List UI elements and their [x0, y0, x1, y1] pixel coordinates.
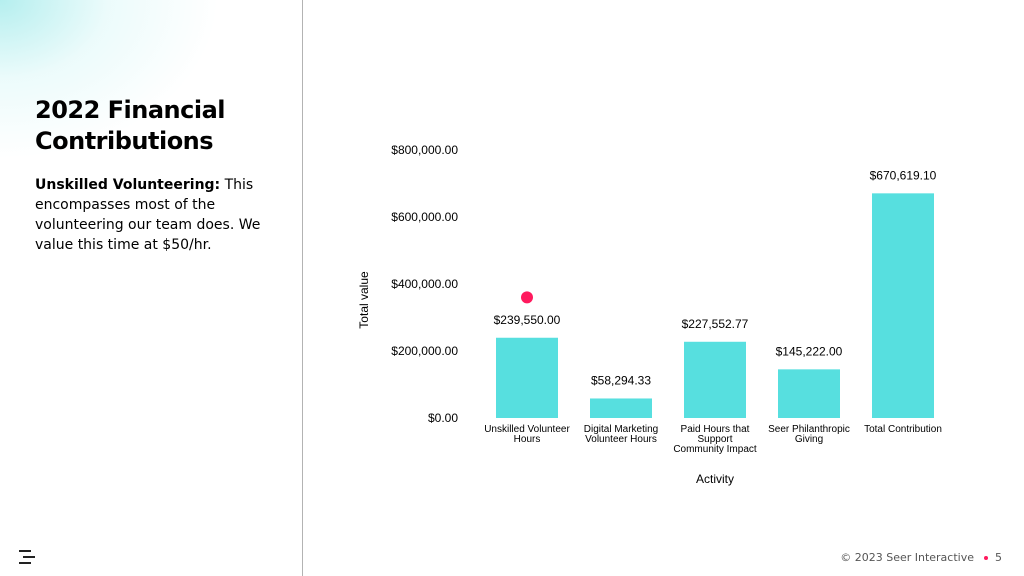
x-tick-label-line: Hours	[514, 434, 541, 445]
x-tick-label-line: Giving	[795, 434, 823, 445]
x-tick-label: Paid Hours that Support Community Impact	[673, 424, 757, 455]
y-tick-label: $0.00	[428, 411, 458, 425]
y-tick-label: $800,000.00	[391, 143, 458, 157]
footer-separator-dot	[984, 556, 988, 560]
bar	[496, 338, 558, 418]
x-tick-label: Unskilled Volunteer Hours	[484, 424, 570, 445]
data-label: $670,619.10	[870, 168, 937, 182]
x-tick-label: Digital Marketing Volunteer Hours	[584, 424, 658, 445]
bar	[872, 193, 934, 418]
x-tick-label-line: Total Contribution	[864, 424, 942, 435]
y-tick-label: $400,000.00	[391, 277, 458, 291]
y-tick-label: $200,000.00	[391, 344, 458, 358]
page-number: 5	[995, 551, 1002, 564]
data-label: $58,294.33	[591, 373, 651, 387]
x-tick-label-line: Volunteer Hours	[585, 434, 657, 445]
seer-logo-icon	[19, 550, 37, 564]
data-label: $227,552.77	[682, 317, 749, 331]
y-axis-title: Total value	[357, 271, 371, 329]
x-axis-title: Activity	[696, 472, 734, 486]
y-tick-label: $600,000.00	[391, 210, 458, 224]
marker-dot	[521, 291, 533, 303]
x-tick-label: Total Contribution	[864, 424, 942, 435]
bar	[684, 342, 746, 418]
bar	[590, 398, 652, 418]
x-tick-label: Seer Philanthropic Giving	[768, 424, 850, 445]
x-tick-label-line: Community Impact	[673, 444, 757, 455]
footer-copyright: © 2023 Seer Interactive	[840, 551, 974, 564]
data-label: $239,550.00	[494, 313, 561, 327]
bar	[778, 369, 840, 418]
data-label: $145,222.00	[776, 344, 843, 358]
